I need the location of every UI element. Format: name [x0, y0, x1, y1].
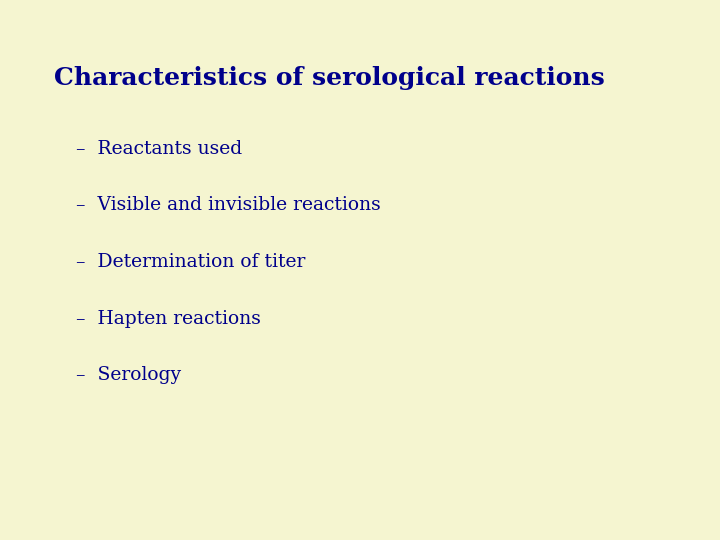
Text: –  Reactants used: – Reactants used	[76, 139, 242, 158]
Text: –  Serology: – Serology	[76, 366, 181, 384]
Text: –  Hapten reactions: – Hapten reactions	[76, 309, 261, 328]
Text: –  Determination of titer: – Determination of titer	[76, 253, 305, 271]
Text: Characteristics of serological reactions: Characteristics of serological reactions	[54, 66, 605, 90]
Text: –  Visible and invisible reactions: – Visible and invisible reactions	[76, 196, 380, 214]
